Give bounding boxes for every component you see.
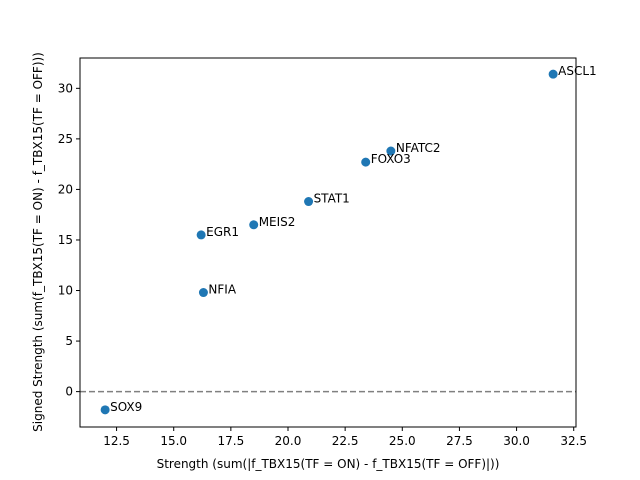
point-label: NFATC2 [396, 141, 441, 155]
y-tick-label: 15 [58, 233, 73, 247]
x-tick-label: 12.5 [103, 434, 130, 448]
x-tick-label: 20.0 [275, 434, 302, 448]
data-point [361, 157, 371, 167]
x-tick-label: 27.5 [446, 434, 473, 448]
point-label: STAT1 [314, 192, 350, 206]
y-tick-label: 10 [58, 284, 73, 298]
point-label: MEIS2 [259, 215, 296, 229]
x-tick-label: 25.0 [389, 434, 416, 448]
x-tick-label: 17.5 [217, 434, 244, 448]
y-tick-label: 25 [58, 132, 73, 146]
data-point [548, 69, 558, 79]
x-axis-label: Strength (sum(|f_TBX15(TF = ON) - f_TBX1… [157, 457, 500, 471]
data-point [198, 288, 208, 298]
point-label: SOX9 [110, 400, 142, 414]
plot-background [80, 58, 576, 427]
x-tick-label: 15.0 [160, 434, 187, 448]
point-label: NFIA [208, 283, 236, 297]
y-tick-label: 30 [58, 81, 73, 95]
y-tick-label: 20 [58, 182, 73, 196]
x-tick-label: 22.5 [332, 434, 359, 448]
point-label: FOXO3 [371, 152, 411, 166]
x-tick-label: 30.0 [503, 434, 530, 448]
plot-frame [79, 57, 577, 428]
y-tick-label: 5 [65, 334, 73, 348]
point-label: EGR1 [206, 225, 239, 239]
data-point [196, 230, 206, 240]
y-tick-label: 0 [65, 385, 73, 399]
data-point [249, 220, 259, 230]
y-axis-label: Signed Strength (sum(f_TBX15(TF = ON) - … [31, 52, 45, 432]
y-axis: 0 5 10 15 20 25 30 [58, 81, 80, 399]
x-tick-label: 32.5 [560, 434, 587, 448]
data-point [100, 405, 110, 415]
data-points-layer [100, 69, 558, 415]
data-point [386, 146, 396, 156]
data-point [304, 197, 314, 207]
x-axis: 12.5 15.0 17.5 20.0 22.5 25.0 27.5 30.0 32.5 [103, 427, 587, 448]
point-label: ASCL1 [558, 64, 597, 78]
